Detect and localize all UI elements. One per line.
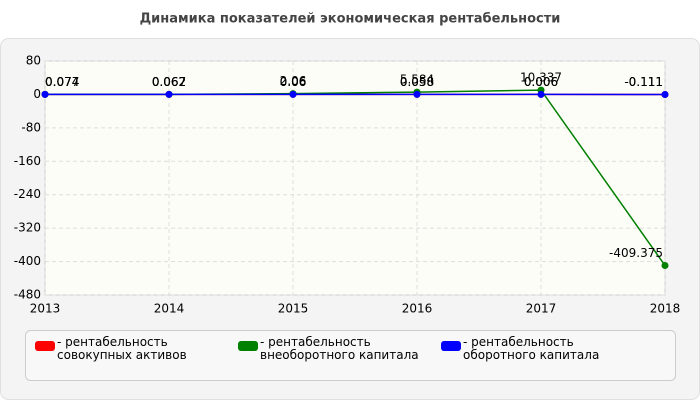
plot-area (45, 61, 665, 295)
point (166, 91, 173, 98)
point (662, 262, 669, 269)
point (42, 91, 49, 98)
y-tick-label: 0 (33, 87, 41, 101)
point (538, 91, 545, 98)
value-label: -409.375 (609, 246, 663, 260)
y-tick-label: -80 (21, 120, 41, 134)
y-tick-label: -240 (14, 187, 41, 201)
chart-title: Динамика показателей экономическая рента… (140, 12, 561, 27)
x-tick-label: 2015 (278, 302, 309, 316)
legend-swatch (238, 341, 258, 351)
legend-label: - рентабельность совокупных активов (57, 336, 237, 362)
y-tick-label: 80 (26, 54, 41, 68)
legend-swatch (441, 341, 461, 351)
value-label: -0.111 (624, 75, 663, 89)
value-label: 0.062 (152, 75, 186, 89)
legend-item: - рентабельность оборотного капитала (463, 336, 643, 376)
y-tick-label: -400 (14, 254, 41, 268)
x-tick-label: 2018 (650, 302, 681, 316)
value-label: 0.006 (524, 75, 558, 89)
legend-label: - рентабельность внеоборотного капитала (260, 336, 440, 362)
y-tick-label: -160 (14, 154, 41, 168)
legend-item: - рентабельность совокупных активов (57, 336, 237, 376)
legend-swatch (35, 341, 55, 351)
x-tick-label: 2016 (402, 302, 433, 316)
point (414, 91, 421, 98)
point (662, 91, 669, 98)
value-label: 0.074 (45, 75, 79, 89)
value-label: 0.06 (280, 75, 307, 89)
x-tick-label: 2014 (154, 302, 185, 316)
y-tick-label: -320 (14, 221, 41, 235)
point (290, 91, 297, 98)
y-tick-label: -480 (14, 288, 41, 302)
x-tick-label: 2013 (30, 302, 61, 316)
legend-item: - рентабельность внеоборотного капитала (260, 336, 440, 376)
legend-label: - рентабельность оборотного капитала (463, 336, 643, 362)
value-label: 0.058 (400, 75, 434, 89)
x-tick-label: 2017 (526, 302, 557, 316)
